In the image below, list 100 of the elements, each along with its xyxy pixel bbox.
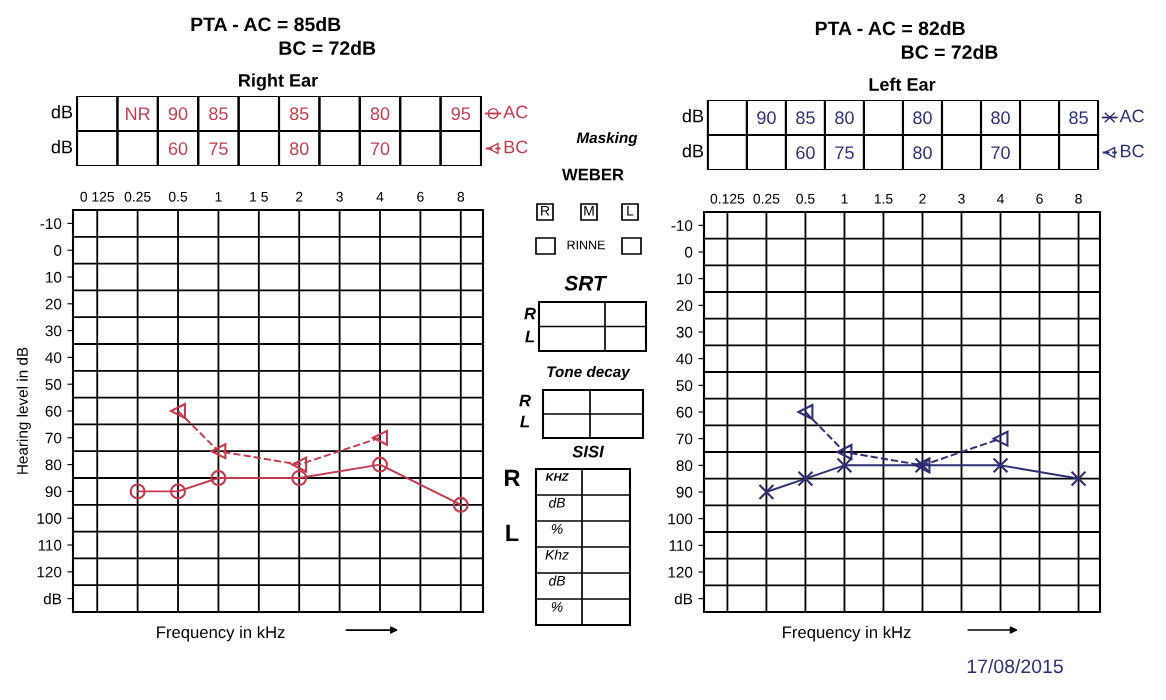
text: R — [541, 206, 550, 216]
x-tick-label: 1 — [215, 192, 222, 202]
data-label: 95 — [451, 107, 471, 121]
y-tick-label: 20 — [676, 300, 693, 312]
x-tick-label: 3 — [336, 191, 343, 202]
y-tick-label: 40 — [676, 353, 693, 365]
text: SISI — [572, 445, 605, 458]
data-label: 90 — [757, 111, 776, 125]
y-tick-label: 110 — [669, 540, 693, 552]
point — [372, 456, 388, 473]
text: WEBER — [562, 168, 624, 181]
data-label: 80 — [991, 111, 1010, 125]
x-tick-label: 1 — [841, 194, 848, 204]
point — [836, 457, 853, 474]
x-tick-label: 4 — [376, 192, 384, 202]
y-tick-label: 90 — [45, 486, 62, 498]
y-tick-label: dB — [43, 593, 62, 605]
point — [291, 456, 308, 473]
x-tick-label: 8 — [457, 191, 465, 202]
legend-label: AC — [503, 105, 528, 119]
point — [452, 496, 469, 513]
y-tick-label: 20 — [45, 298, 62, 310]
text: R — [505, 469, 521, 487]
text: RINNE — [567, 240, 605, 250]
point — [170, 483, 187, 500]
text: R — [524, 307, 536, 320]
point — [836, 444, 853, 460]
text: % — [551, 601, 563, 612]
y-tick-label: dB — [674, 593, 693, 605]
y-tick-label: 50 — [45, 379, 62, 390]
text: L — [627, 206, 634, 216]
text: L — [525, 330, 535, 343]
x-tick-label: 4 — [996, 194, 1004, 204]
y-tick-label: 120 — [668, 566, 693, 578]
x-axis-title: Frequency in kHz — [157, 625, 285, 642]
text: 17/08/2015 — [967, 658, 1063, 674]
point — [291, 470, 308, 486]
y-tick-label: 0 — [684, 246, 693, 258]
x-tick-label: 0.5 — [796, 193, 815, 204]
y-tick-label: 120 — [37, 566, 62, 578]
x-tick-label: 0.25 — [753, 193, 780, 204]
y-tick-label: 10 — [46, 271, 62, 283]
point — [758, 484, 775, 500]
chart-title: PTA - AC = 85dB — [191, 16, 341, 32]
y-tick-label: 100 — [668, 513, 693, 525]
y-tick-label: 70 — [676, 433, 693, 445]
y-tick-label: 10 — [677, 273, 693, 285]
y-tick-label: 40 — [45, 352, 62, 364]
x-tick-label: 0 125 — [80, 191, 115, 202]
point — [210, 443, 227, 460]
data-label: NR — [126, 107, 150, 120]
data-label: 85 — [1069, 111, 1088, 125]
x-tick-label: 0.125 — [710, 193, 745, 204]
y-tick-label: 90 — [676, 486, 693, 498]
text: dB — [548, 497, 566, 508]
x-tick-label: 2 — [919, 193, 926, 204]
data-label: 85 — [796, 111, 815, 125]
y-tick-label: 0 — [53, 245, 62, 256]
text: % — [551, 523, 563, 534]
chart-subtitle: BC = 72dB — [279, 40, 376, 56]
text: Left Ear — [869, 77, 936, 91]
legend-label: BC — [504, 140, 528, 154]
x-tick-label: 8 — [1075, 193, 1082, 204]
x-tick-label: 3 — [958, 193, 965, 204]
text: Khz — [545, 549, 569, 560]
point — [372, 429, 388, 446]
data-label: 70 — [370, 142, 390, 156]
data-label: 75 — [209, 142, 228, 156]
y-tick-label: -10 — [671, 220, 693, 232]
legend-label: AC — [1119, 109, 1144, 123]
point — [797, 470, 814, 487]
text: SRT — [564, 275, 608, 291]
data-label: 75 — [835, 146, 854, 160]
text: dB — [548, 575, 566, 586]
text: L — [520, 415, 530, 428]
data-label: 60 — [796, 146, 815, 160]
x-tick-label: 0.25 — [124, 191, 151, 202]
y-tick-label: 50 — [676, 380, 693, 392]
point — [129, 483, 146, 500]
y-tick-label: 30 — [45, 325, 62, 337]
x-tick-label: 0.5 — [168, 191, 188, 202]
y-tick-label: 80 — [676, 460, 693, 472]
data-label: 85 — [289, 107, 309, 121]
point — [992, 430, 1009, 447]
data-label: 60 — [168, 142, 188, 156]
x-tick-label: 1 5 — [250, 192, 268, 202]
data-label: 70 — [991, 146, 1010, 160]
data-label: 80 — [289, 142, 309, 156]
y-tick-label: -10 — [40, 218, 62, 230]
y-tick-label: 110 — [38, 539, 62, 551]
point — [1070, 470, 1087, 487]
x-tick-label: 2 — [296, 191, 303, 202]
x-axis-title: Frequency in kHz — [783, 625, 911, 642]
text: M — [584, 206, 594, 216]
y-tick-label: 80 — [45, 459, 62, 471]
text: R — [519, 394, 531, 407]
y-tick-label: 60 — [676, 406, 693, 418]
point — [992, 457, 1009, 474]
data-label: 80 — [913, 111, 932, 125]
point — [170, 403, 187, 419]
